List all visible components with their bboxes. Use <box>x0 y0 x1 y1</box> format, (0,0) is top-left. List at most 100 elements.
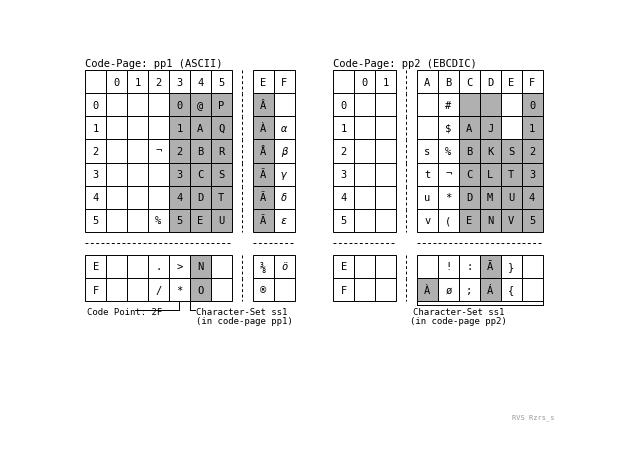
Bar <box>521 278 542 301</box>
Text: A: A <box>197 124 203 134</box>
Bar <box>106 209 127 232</box>
Bar <box>354 140 375 163</box>
Text: 4: 4 <box>197 78 203 88</box>
Bar <box>480 278 501 301</box>
Text: À: À <box>260 124 266 134</box>
Bar <box>127 186 148 209</box>
Bar <box>253 209 273 232</box>
Text: *: * <box>445 193 451 203</box>
Bar <box>375 140 396 163</box>
Text: @: @ <box>197 100 203 110</box>
Bar <box>148 186 169 209</box>
Bar <box>459 117 480 140</box>
Bar <box>480 71 501 94</box>
Bar <box>438 163 459 186</box>
Text: K: K <box>487 147 494 157</box>
Text: N: N <box>487 216 494 226</box>
Text: Code Point: 2F: Code Point: 2F <box>87 307 162 317</box>
Bar <box>169 140 190 163</box>
Bar <box>148 117 169 140</box>
Bar <box>253 94 273 117</box>
Text: ¬: ¬ <box>445 169 451 179</box>
Bar <box>354 209 375 232</box>
Text: 1: 1 <box>92 124 99 134</box>
Bar <box>480 163 501 186</box>
Bar <box>334 71 354 94</box>
Bar <box>211 255 232 278</box>
Bar <box>501 163 521 186</box>
Bar <box>417 163 438 186</box>
Text: Â: Â <box>260 100 266 110</box>
Text: L: L <box>487 169 494 179</box>
Text: A: A <box>424 78 430 88</box>
Text: C: C <box>466 78 472 88</box>
Text: γ: γ <box>281 169 287 179</box>
Bar <box>190 255 211 278</box>
Text: 2: 2 <box>176 147 182 157</box>
Bar <box>106 255 127 278</box>
Text: Ã: Ã <box>260 216 266 226</box>
Bar <box>169 71 190 94</box>
Bar <box>273 209 294 232</box>
Bar <box>354 117 375 140</box>
Bar <box>459 163 480 186</box>
Bar <box>334 255 354 278</box>
Bar <box>480 117 501 140</box>
Bar <box>417 278 438 301</box>
Text: D: D <box>197 193 203 203</box>
Bar <box>501 140 521 163</box>
Bar <box>375 209 396 232</box>
Bar <box>211 209 232 232</box>
Bar <box>127 140 148 163</box>
Text: }: } <box>508 262 514 272</box>
Bar <box>417 140 438 163</box>
Text: Code-Page: pp2 (EBCDIC): Code-Page: pp2 (EBCDIC) <box>334 59 477 69</box>
Bar <box>375 278 396 301</box>
Bar <box>438 94 459 117</box>
Text: J: J <box>487 124 494 134</box>
Bar <box>459 71 480 94</box>
Bar <box>253 186 273 209</box>
Bar <box>273 71 294 94</box>
Text: Character-Set ss1: Character-Set ss1 <box>413 307 505 317</box>
Text: (in code-page pp1): (in code-page pp1) <box>196 316 293 325</box>
Bar <box>459 209 480 232</box>
Bar <box>354 278 375 301</box>
Text: 3: 3 <box>92 169 99 179</box>
Text: E: E <box>197 216 203 226</box>
Text: 5: 5 <box>176 216 182 226</box>
Text: 3: 3 <box>176 78 182 88</box>
Text: 3: 3 <box>340 169 347 179</box>
Text: F: F <box>281 78 287 88</box>
Text: Code-Page: pp1 (ASCII): Code-Page: pp1 (ASCII) <box>86 59 223 69</box>
Text: D: D <box>487 78 494 88</box>
Bar <box>169 255 190 278</box>
Text: U: U <box>218 216 224 226</box>
Text: ¬: ¬ <box>156 147 162 157</box>
Bar <box>273 117 294 140</box>
Text: u: u <box>424 193 430 203</box>
Text: E: E <box>260 78 266 88</box>
Text: 4: 4 <box>340 193 347 203</box>
Text: V: V <box>508 216 514 226</box>
Text: T: T <box>218 193 224 203</box>
Text: 1: 1 <box>135 78 141 88</box>
Bar <box>190 278 211 301</box>
Text: ⅜: ⅜ <box>260 261 266 272</box>
Text: {: { <box>508 285 514 295</box>
Text: C: C <box>197 169 203 179</box>
Bar <box>417 255 438 278</box>
Bar <box>438 140 459 163</box>
Bar <box>148 163 169 186</box>
Text: F: F <box>529 78 535 88</box>
Text: :: : <box>466 262 472 272</box>
Text: 0: 0 <box>361 78 368 88</box>
Text: #: # <box>445 100 451 110</box>
Text: ;: ; <box>466 285 472 295</box>
Bar <box>253 117 273 140</box>
Bar <box>190 140 211 163</box>
Bar <box>417 117 438 140</box>
Bar <box>521 94 542 117</box>
Text: Ã: Ã <box>260 193 266 203</box>
Bar <box>375 117 396 140</box>
